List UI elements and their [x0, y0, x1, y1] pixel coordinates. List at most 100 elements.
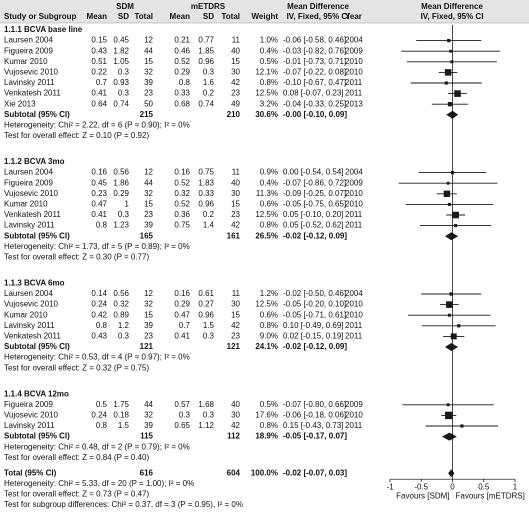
overall-effect: Test for overall effect: Z = 0.84 (P = 0…	[4, 453, 149, 462]
header-group: mETDRS	[191, 2, 226, 11]
sdm-cell: 44	[144, 46, 153, 55]
mean-difference: -0.03 [-0.82, 0.76]	[283, 46, 346, 55]
metdrs-cell: 1.5	[203, 321, 215, 330]
subgroup-differences: Test for subgroup differences: Chi² = 0.…	[4, 500, 243, 509]
summary-weight: 30.6%	[255, 110, 278, 119]
header-column: Mean	[87, 12, 108, 21]
summary-diamond	[441, 432, 457, 441]
sdm-cell: 0.41	[91, 210, 107, 219]
sdm-cell: 0.42	[91, 310, 107, 319]
metdrs-cell: 40	[231, 400, 240, 409]
summary-total: 121	[227, 342, 241, 351]
sdm-cell: 0.45	[113, 36, 129, 45]
metdrs-cell: 49	[231, 99, 240, 108]
study-name: Figueira 2009	[4, 46, 53, 55]
sdm-cell: 32	[144, 189, 153, 198]
sdm-cell: 0.41	[91, 89, 107, 98]
metdrs-cell: 0.2	[203, 89, 215, 98]
summary-label: Subtotal (95% CI)	[4, 110, 70, 119]
effect-square	[449, 292, 453, 296]
sdm-cell: 0.3	[118, 332, 130, 341]
mean-difference: -0.05 [-0.75, 0.65]	[283, 200, 346, 209]
weight: 0.4%	[260, 178, 278, 187]
sdm-cell: 39	[144, 221, 153, 230]
group-title: 1.1.3 BCVA 6mo	[4, 279, 65, 288]
effect-square	[446, 301, 453, 308]
metdrs-cell: 0.41	[174, 332, 190, 341]
metdrs-cell: 0.52	[174, 57, 190, 66]
mean-difference: 0.05 [-0.52, 0.62]	[283, 221, 344, 230]
year: 2004	[345, 36, 363, 45]
study-name: Vujosevic 2010	[4, 300, 59, 309]
summary-md: -0.00 [-0.10, 0.09]	[283, 110, 347, 119]
metdrs-cell: 42	[231, 221, 240, 230]
heterogeneity: Heterogeneity: Chi² = 2.22, df = 6 (P = …	[4, 121, 190, 130]
year: 2010	[345, 189, 363, 198]
metdrs-cell: 0.96	[198, 200, 214, 209]
favours-label: Favours [SDM]	[396, 491, 449, 500]
year: 2011	[345, 221, 363, 230]
metdrs-cell: 0.75	[174, 221, 190, 230]
effect-square	[447, 38, 451, 43]
study-name: Lavinsky 2011	[4, 421, 55, 430]
summary-total: 115	[140, 432, 153, 441]
sdm-cell: 1.75	[113, 400, 129, 409]
metdrs-cell: 0.36	[174, 210, 190, 219]
metdrs-cell: 0.3	[203, 68, 215, 77]
weight: 12.5%	[255, 210, 278, 219]
summary-diamond	[445, 232, 459, 241]
metdrs-cell: 23	[231, 89, 240, 98]
metdrs-cell: 0.57	[174, 400, 190, 409]
metdrs-cell: 30	[231, 411, 240, 420]
metdrs-cell: 0.74	[198, 99, 214, 108]
summary-diamond	[448, 469, 455, 478]
year: 2011	[345, 332, 363, 341]
metdrs-cell: 0.46	[174, 46, 190, 55]
effect-square	[454, 224, 458, 228]
metdrs-cell: 30	[231, 68, 240, 77]
mean-difference: -0.02 [-0.50, 0.46]	[283, 289, 346, 298]
metdrs-cell: 0.27	[198, 300, 214, 309]
weight: 0.5%	[260, 400, 278, 409]
x-tick-label: 1	[513, 482, 518, 491]
heterogeneity: Heterogeneity: Chi² = 5.33, df = 20 (P =…	[4, 479, 194, 488]
weight: 9.0%	[260, 332, 278, 341]
year: 2009	[345, 400, 363, 409]
sdm-cell: 23	[144, 89, 153, 98]
sdm-cell: 0.24	[91, 300, 107, 309]
sdm-cell: 0.93	[113, 78, 129, 87]
year: 2004	[345, 168, 363, 177]
effect-square	[447, 102, 453, 107]
weight: 12.1%	[255, 68, 278, 77]
year: 2009	[345, 178, 363, 187]
metdrs-cell: 23	[231, 210, 240, 219]
summary-md: -0.05 [-0.17, 0.07]	[283, 432, 347, 441]
year: 2010	[345, 200, 363, 209]
mean-difference: 0.02 [-0.15, 0.19]	[283, 332, 344, 341]
x-tick-label: 0.5	[478, 482, 490, 491]
sdm-cell: 39	[144, 78, 153, 87]
weight: 0.8%	[260, 221, 278, 230]
metdrs-cell: 0.33	[198, 189, 214, 198]
metdrs-cell: 23	[231, 332, 240, 341]
study-name: Venkatesh 2011	[4, 332, 61, 341]
sdm-cell: 0.8	[96, 221, 108, 230]
weight: 0.4%	[260, 46, 278, 55]
summary-total: 604	[227, 468, 241, 477]
sdm-cell: 12	[144, 289, 153, 298]
effect-square	[445, 411, 453, 420]
overall-effect: Test for overall effect: Z = 0.30 (P = 0…	[4, 253, 149, 262]
sdm-cell: 0.22	[91, 68, 107, 77]
metdrs-cell: 0.8	[179, 78, 191, 87]
sdm-cell: 0.51	[91, 57, 107, 66]
effect-square	[444, 81, 448, 85]
metdrs-cell: 0.32	[174, 189, 190, 198]
header-column: IV, Fixed, 95% CI	[287, 12, 350, 21]
sdm-cell: 1.2	[118, 321, 130, 330]
weight: 0.6%	[260, 200, 278, 209]
mean-difference: -0.05 [-0.20, 0.10]	[283, 300, 346, 309]
group-title: 1.1.4 BCVA 12mo	[4, 389, 69, 398]
summary-total: 112	[227, 432, 240, 441]
sdm-cell: 0.47	[91, 200, 107, 209]
